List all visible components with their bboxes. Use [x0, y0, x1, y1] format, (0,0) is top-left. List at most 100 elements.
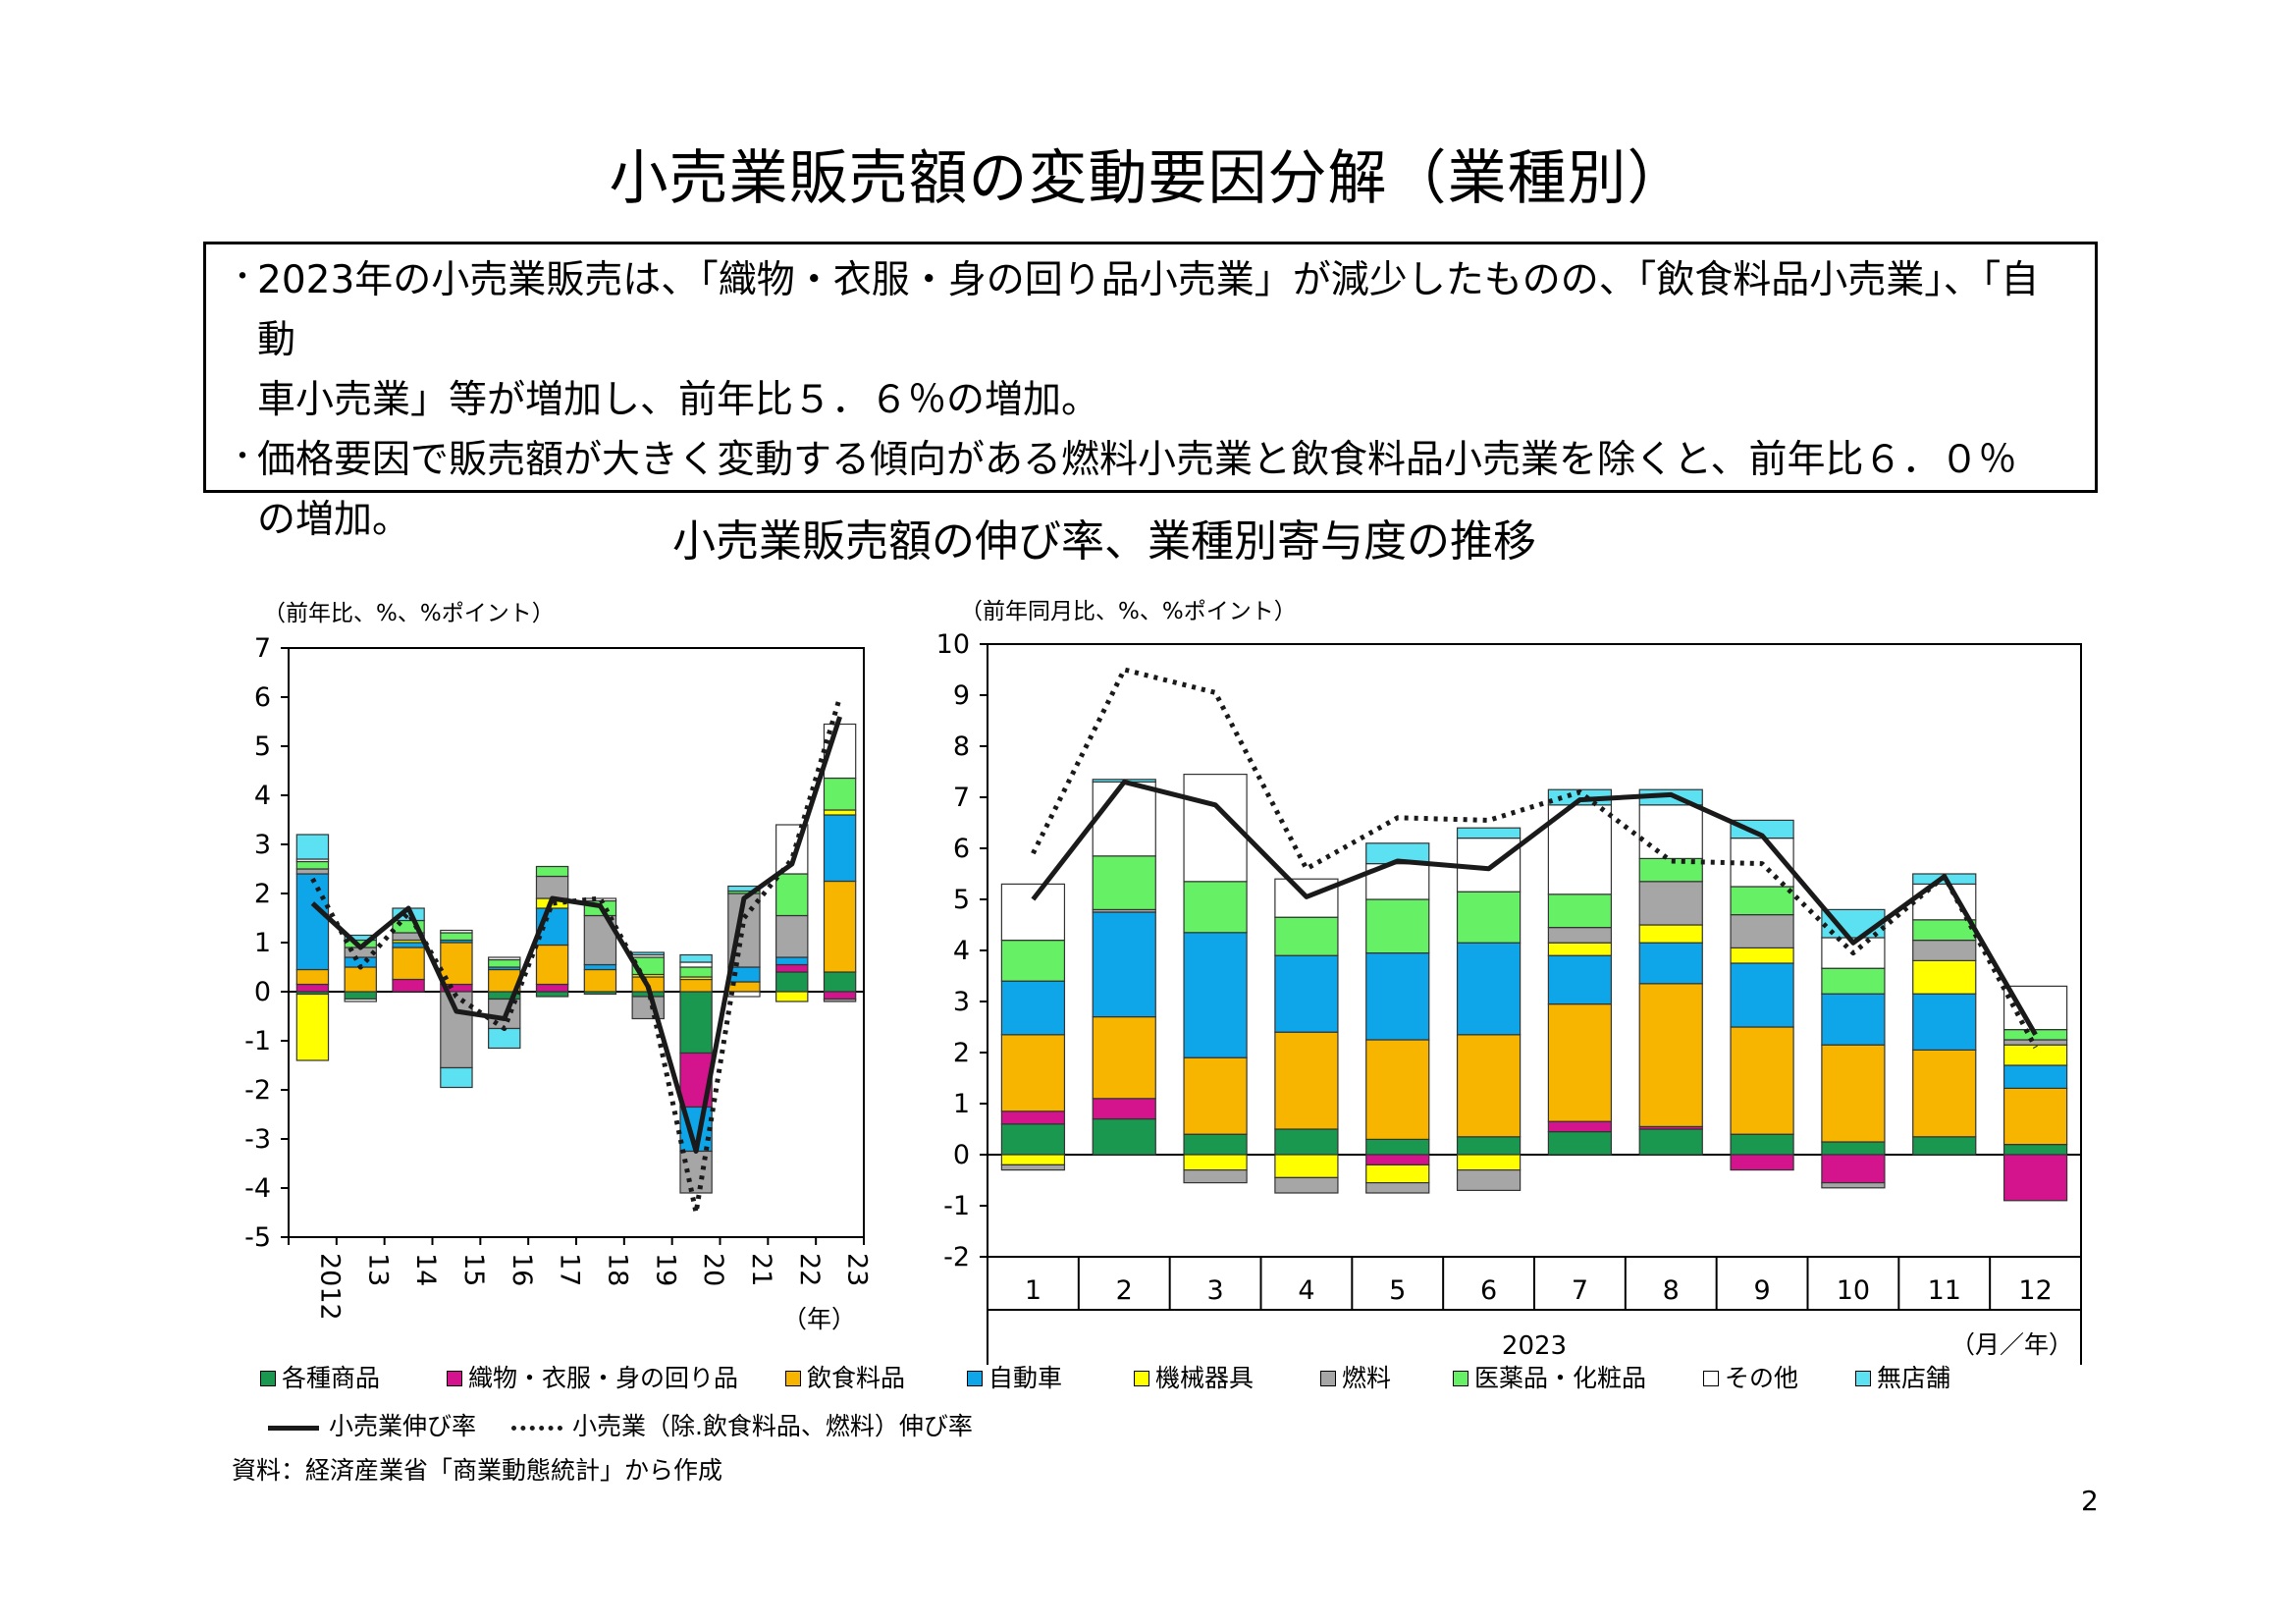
bar-segment	[2002, 1087, 2068, 1146]
x-tick-label: 11	[1928, 1275, 1961, 1306]
bar-segment	[1365, 1039, 1430, 1141]
bar-segment	[775, 971, 809, 993]
bar-segment	[1183, 1056, 1248, 1135]
bar-segment	[295, 968, 330, 986]
bullet-mark: ・	[228, 440, 257, 474]
legend-label: 小売業（除.飲食料品、燃料）伸び率	[571, 1412, 973, 1440]
bar-segment	[1547, 954, 1613, 1005]
bar-segment	[535, 983, 569, 993]
bar-segment	[679, 991, 713, 1055]
bar-segment	[1274, 1128, 1339, 1156]
bar-segment	[631, 951, 665, 956]
x-tick-label: 17	[555, 1253, 585, 1286]
legend-item: 各種商品	[260, 1362, 447, 1395]
bar-segment	[1092, 781, 1156, 857]
bar-segment	[1821, 1181, 1886, 1189]
bar-segment	[1547, 893, 1613, 929]
bar-segment	[1365, 1164, 1430, 1184]
bar-segment	[535, 991, 569, 998]
series-line-solid	[1031, 779, 2038, 1037]
bar-segment	[1547, 1120, 1613, 1133]
chart-section-title: 小売業販売額の伸び率、業種別寄与度の推移	[672, 516, 1536, 567]
bar-segment	[1000, 1110, 1066, 1125]
x-tick-label: 2012	[314, 1253, 345, 1321]
bar-segment	[1092, 1098, 1156, 1120]
bar-segment	[1274, 916, 1339, 956]
bar-segment	[1547, 804, 1613, 895]
bar-segment	[2002, 1154, 2068, 1202]
legend-label: 燃料	[1342, 1364, 1392, 1392]
legend-label: その他	[1725, 1364, 1799, 1392]
y-tick-label: -4	[244, 1173, 271, 1204]
bar-segment	[1365, 898, 1430, 954]
bar-segment	[1912, 939, 1977, 961]
bar-segment	[1638, 804, 1703, 859]
legend-item: 織物・衣服・身の回り品	[447, 1362, 785, 1395]
bar-segment	[823, 809, 857, 816]
axis-unit-label: （前年同月比、%、%ポイント）	[960, 599, 1297, 624]
x-tick-label: 15	[458, 1253, 489, 1286]
legend-label: 織物・衣服・身の回り品	[468, 1364, 739, 1392]
legend-item: 医薬品・化粧品	[1453, 1362, 1703, 1395]
bar-segment	[295, 873, 330, 971]
y-tick-label: 4	[254, 781, 271, 811]
legend-swatch	[1134, 1371, 1149, 1386]
bar-segment	[823, 991, 857, 1001]
bar-segment	[295, 834, 330, 860]
bar-segment	[1183, 1154, 1248, 1171]
summary-text-line: 価格要因で販売額が大きく変動する傾向がある燃料小売業と飲食料品小売業を除くと、前…	[257, 438, 2017, 482]
bar-segment	[1274, 1176, 1339, 1194]
summary-text-line: 車小売業」等が増加し、前年比５．６％の増加。	[257, 378, 1100, 422]
dotted-line-sample	[510, 1425, 562, 1431]
bar-segment	[1821, 1154, 1886, 1184]
bar-segment	[1456, 837, 1522, 893]
y-tick-label: 4	[953, 936, 970, 966]
legend-swatch	[967, 1371, 983, 1386]
bar-segment	[631, 996, 665, 1020]
bar-segment	[823, 814, 857, 883]
bar-segment	[1000, 883, 1066, 942]
bar-segment	[1821, 1044, 1886, 1143]
bar-segment	[1547, 926, 1613, 944]
bar-segment	[1638, 983, 1703, 1127]
bar-segment	[440, 929, 473, 934]
bar-segment	[775, 963, 809, 973]
bar-segment	[1000, 980, 1066, 1036]
y-tick-label: 3	[254, 830, 271, 860]
bar-segment	[2002, 1064, 2068, 1089]
x-tick-label: 1	[1025, 1275, 1041, 1306]
bar-segment	[488, 1027, 521, 1050]
legend-label: 医薬品・化粧品	[1474, 1364, 1647, 1392]
bar-segment	[344, 991, 377, 1001]
x-tick-label: 21	[746, 1253, 776, 1286]
bar-segment	[1456, 1154, 1522, 1171]
x-tick-label: 10	[1837, 1275, 1870, 1306]
bar-segment	[295, 860, 330, 870]
bar-segment	[1730, 913, 1794, 948]
bar-segment	[535, 865, 569, 878]
legend-label: 機械器具	[1155, 1364, 1255, 1392]
bar-segment	[1912, 1136, 1977, 1156]
bar-segment	[823, 880, 857, 973]
bar-segment	[1000, 1164, 1066, 1171]
y-tick-label: -2	[943, 1242, 970, 1272]
y-tick-label: -1	[244, 1026, 271, 1056]
legend-label: 各種商品	[282, 1364, 381, 1392]
x-tick-label: 23	[842, 1253, 873, 1286]
bar-segment	[1730, 886, 1794, 916]
legend-lines: 小売業伸び率 小売業（除.飲食料品、燃料）伸び率	[268, 1410, 973, 1443]
bar-segment	[1638, 924, 1703, 944]
bar-segment	[392, 942, 425, 948]
summary-text-line: の増加。	[257, 498, 411, 542]
x-tick-label: 22	[794, 1253, 825, 1286]
legend-item: 無店舗	[1855, 1362, 1993, 1395]
bar-segment	[1821, 993, 1886, 1046]
bar-segment	[1274, 1031, 1339, 1130]
bar-segment	[1000, 939, 1066, 982]
bar-segment	[1000, 1154, 1066, 1165]
bar-segment	[392, 947, 425, 981]
x-tick-label: 6	[1480, 1275, 1497, 1306]
bar-segment	[1365, 1138, 1430, 1156]
